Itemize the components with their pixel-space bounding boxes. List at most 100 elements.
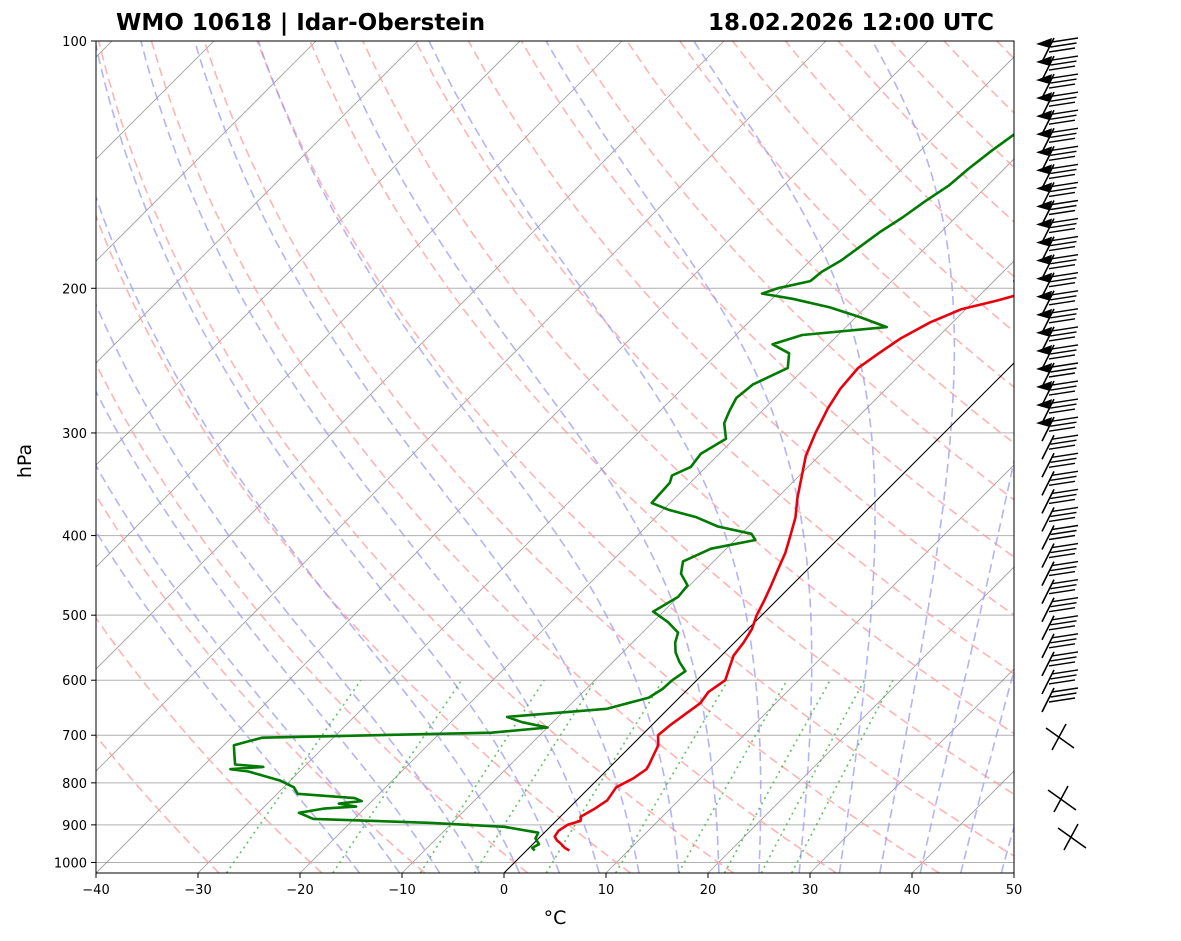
barb-flag bbox=[1050, 547, 1077, 554]
moist-adiabat bbox=[428, 41, 762, 873]
barb-flag bbox=[1048, 552, 1076, 559]
barb-pennant bbox=[1036, 308, 1052, 319]
wind-barb bbox=[1036, 37, 1079, 63]
wind-barb bbox=[1041, 633, 1079, 659]
dewpoint-profile bbox=[229, 132, 1014, 852]
barb-flag bbox=[1050, 313, 1077, 319]
y-tick-label: 600 bbox=[62, 674, 87, 689]
wind-barb bbox=[1036, 199, 1079, 225]
barb-flag bbox=[1051, 326, 1079, 332]
moist-adiabat bbox=[257, 41, 680, 873]
barb-pennant bbox=[1036, 164, 1052, 175]
wind-barb bbox=[1036, 145, 1079, 171]
barb-staff bbox=[1045, 727, 1075, 749]
moist-adiabat bbox=[96, 41, 561, 873]
barb-flag bbox=[1051, 416, 1079, 422]
wind-barb bbox=[1036, 55, 1079, 81]
wind-barb bbox=[1036, 127, 1079, 153]
y-tick-label: 200 bbox=[62, 282, 87, 297]
barb-flag bbox=[1050, 114, 1077, 120]
barb-flag bbox=[1051, 199, 1079, 206]
barb-flag bbox=[1051, 362, 1079, 368]
barb-flag bbox=[1051, 633, 1079, 639]
barb-flag bbox=[1051, 290, 1079, 296]
barb-flag bbox=[1050, 78, 1077, 84]
x-axis-ticks: −40 −30 −20 −10 0 10 20 30 40 50 bbox=[82, 873, 1022, 898]
wind-barb bbox=[1036, 416, 1079, 442]
barb-flag bbox=[1050, 42, 1077, 48]
barb-flag bbox=[1048, 173, 1076, 180]
wind-barb bbox=[1041, 578, 1079, 605]
isotherm-line bbox=[809, 668, 1014, 873]
wind-barb bbox=[1041, 488, 1079, 514]
dry-adiabat bbox=[520, 41, 1014, 558]
barb-flag bbox=[1050, 331, 1077, 337]
barb-pennant bbox=[1036, 290, 1052, 301]
isotherm-line bbox=[96, 41, 827, 772]
barb-flag bbox=[1048, 462, 1076, 468]
barb-pennant bbox=[1036, 146, 1052, 157]
barb-flag bbox=[1050, 674, 1077, 680]
barb-flag bbox=[1048, 245, 1076, 252]
dry-adiabat bbox=[96, 214, 631, 873]
barb-flag bbox=[1050, 222, 1077, 229]
isotherm-line bbox=[96, 41, 929, 873]
wind-barb bbox=[1036, 272, 1079, 298]
wind-barb bbox=[1036, 326, 1079, 352]
barb-pennant bbox=[1036, 272, 1052, 283]
barb-flag bbox=[1051, 560, 1079, 567]
barb-flag bbox=[1048, 426, 1076, 432]
barb-flag bbox=[1048, 282, 1076, 288]
barb-pennant bbox=[1036, 128, 1052, 139]
dry-adiabat bbox=[97, 41, 734, 873]
barb-flag bbox=[1050, 132, 1077, 138]
barb-flag bbox=[1051, 73, 1079, 79]
wind-barbs bbox=[1036, 37, 1087, 851]
moist-adiabat bbox=[140, 41, 600, 873]
barb-pennant bbox=[1036, 74, 1052, 85]
barb-staff bbox=[1041, 507, 1055, 532]
dry-adiabat bbox=[731, 41, 1014, 333]
barb-flag bbox=[1048, 697, 1076, 703]
barb-pennant bbox=[1036, 381, 1052, 392]
wind-barb bbox=[1057, 823, 1087, 851]
y-tick-label: 300 bbox=[62, 427, 87, 442]
pressure-grid bbox=[96, 41, 1014, 863]
mixing-ratio-line bbox=[677, 679, 788, 873]
barb-flag bbox=[1050, 421, 1077, 427]
dry-adiabat bbox=[784, 41, 1014, 278]
skewed-isotherms bbox=[0, 41, 1014, 873]
barb-flag bbox=[1051, 55, 1079, 61]
barb-flag bbox=[1050, 204, 1077, 211]
barb-flag bbox=[1051, 597, 1079, 603]
wind-barb bbox=[1041, 506, 1079, 532]
barb-flag bbox=[1048, 318, 1076, 324]
barb-flag bbox=[1051, 434, 1079, 440]
barb-flag bbox=[1051, 506, 1079, 513]
barb-pennant bbox=[1036, 254, 1052, 265]
barb-flag bbox=[1048, 516, 1076, 523]
dry-adiabat bbox=[467, 41, 1014, 616]
wind-barb bbox=[1047, 785, 1077, 813]
wind-barb bbox=[1036, 163, 1079, 189]
moist-adiabat bbox=[959, 667, 1014, 873]
barb-flag bbox=[1050, 638, 1077, 644]
wind-barb bbox=[1041, 524, 1079, 550]
zero-degree-isotherm bbox=[503, 362, 1014, 873]
x-tick-label: −40 bbox=[82, 883, 109, 898]
barb-flag bbox=[1050, 511, 1077, 518]
barb-flag bbox=[1048, 227, 1076, 234]
x-tick-label: 40 bbox=[904, 883, 921, 898]
dry-adiabat bbox=[626, 41, 1014, 445]
mixing-ratio-line bbox=[225, 679, 362, 873]
y-tick-label: 400 bbox=[62, 530, 87, 545]
wind-barb bbox=[1036, 380, 1079, 406]
mixing-ratio-line bbox=[545, 679, 664, 873]
isotherm-line bbox=[0, 41, 10, 873]
barb-pennant bbox=[1036, 92, 1052, 103]
barb-flag bbox=[1048, 336, 1076, 342]
barb-flag bbox=[1051, 145, 1079, 152]
barb-pennant bbox=[1036, 236, 1052, 247]
barb-flag bbox=[1051, 217, 1079, 224]
